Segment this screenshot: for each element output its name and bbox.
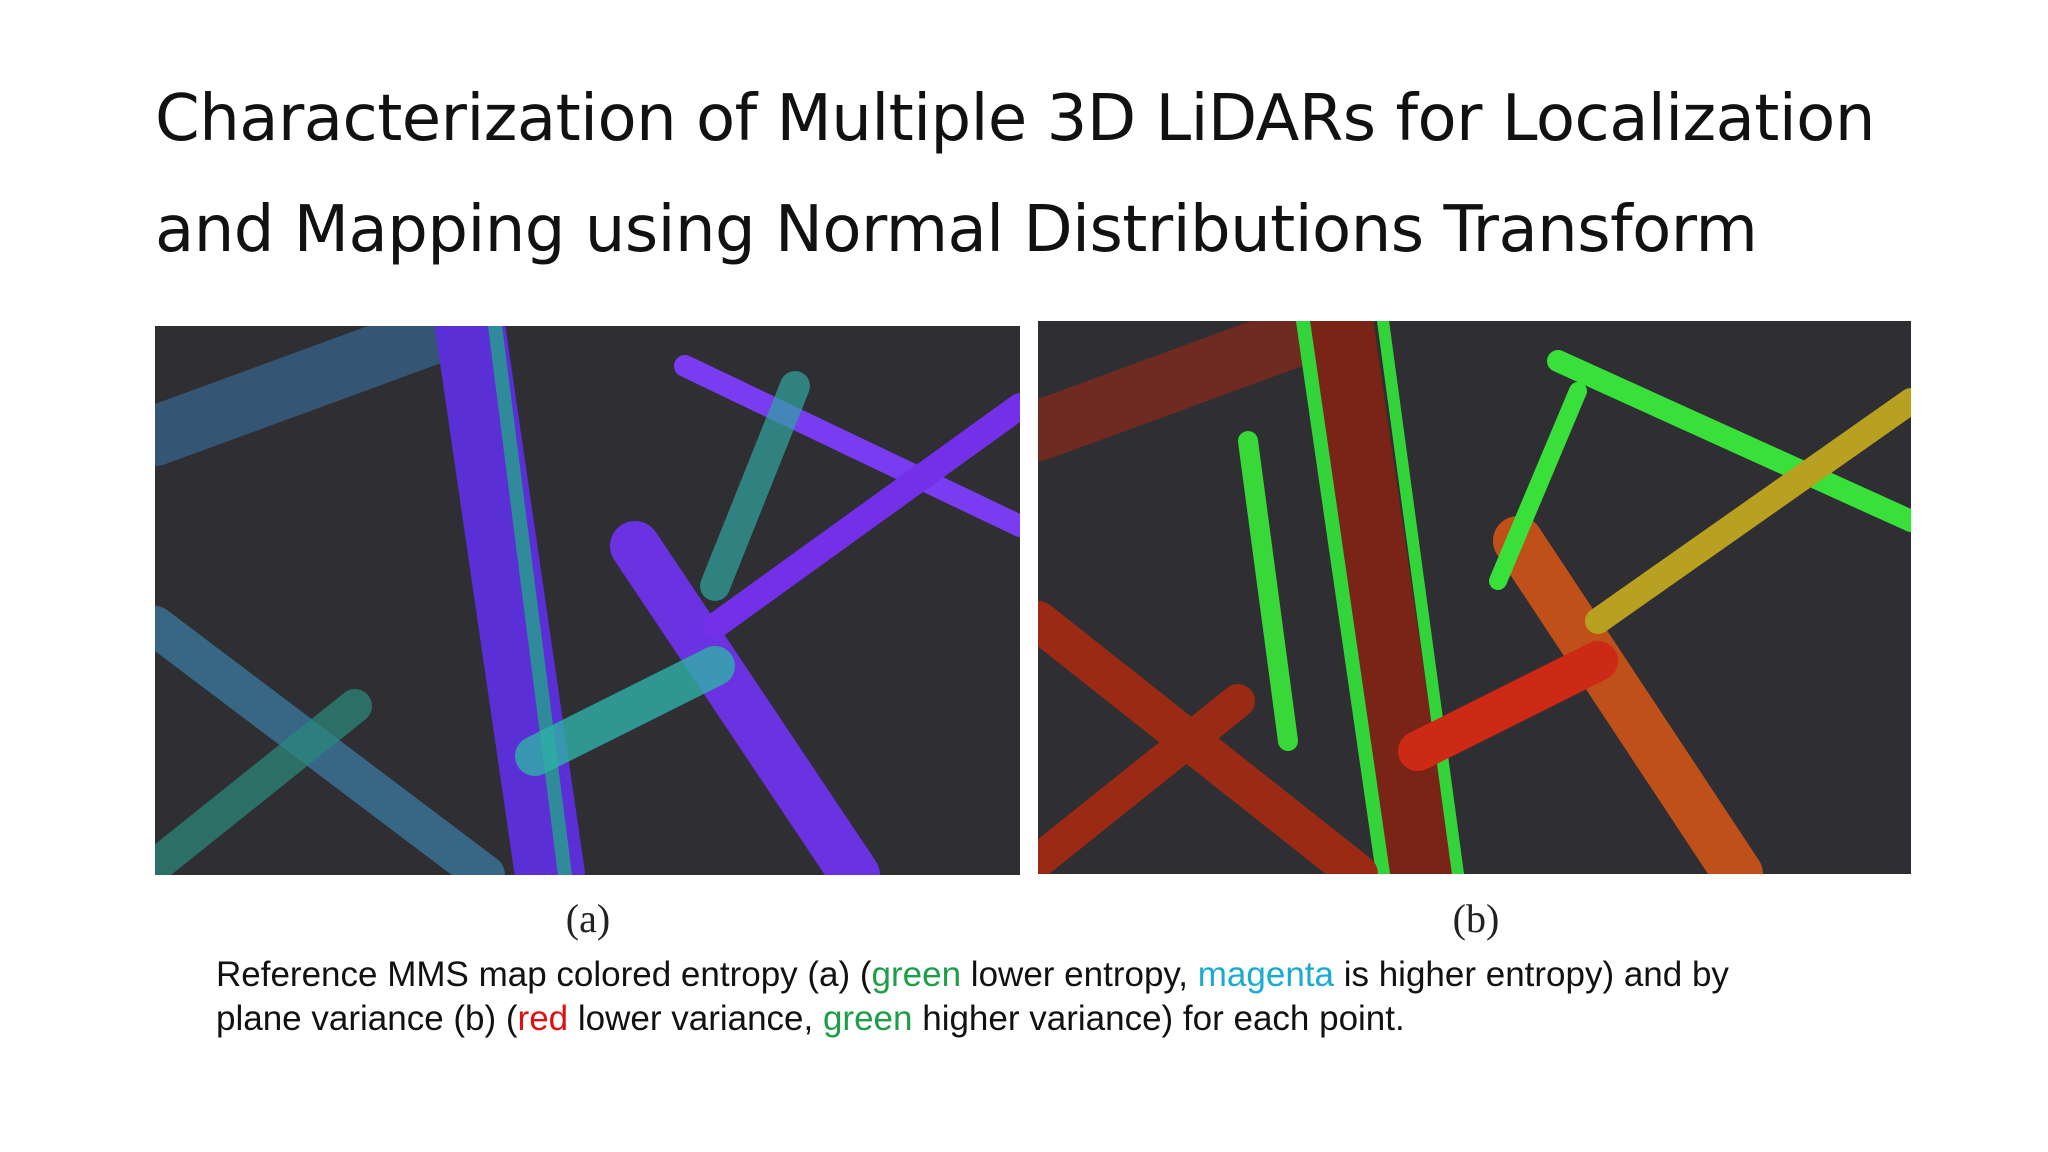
title-line: and Mapping using Normal Distributions T… <box>155 193 1758 267</box>
figure-label: (a) <box>565 896 611 941</box>
title-line: Characterization of Multiple 3D LiDARs f… <box>155 82 1875 156</box>
figure-b-image <box>1038 321 1911 874</box>
caption-segment: Reference MMS map colored entropy (a) ( <box>216 955 872 994</box>
caption-segment: lower variance, <box>568 999 823 1038</box>
caption-segment: lower entropy, <box>961 955 1198 994</box>
caption-segment: plane variance (b) ( <box>216 999 518 1038</box>
caption-segment: is higher entropy) and by <box>1333 955 1729 994</box>
caption-segment: higher variance) for each point. <box>912 999 1405 1038</box>
caption-segment: green <box>871 955 962 994</box>
figure-a-image <box>155 326 1020 875</box>
caption-segment: red <box>517 999 569 1038</box>
figure-label: (b) <box>1452 896 1500 941</box>
caption-line: plane variance (b) (red lower variance, … <box>216 999 1405 1039</box>
caption-line: Reference MMS map colored entropy (a) (g… <box>216 955 1729 995</box>
caption-segment: magenta <box>1197 955 1334 994</box>
caption-segment: green <box>822 999 913 1038</box>
